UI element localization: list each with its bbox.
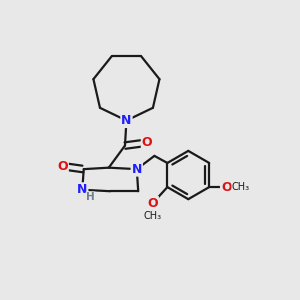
Text: CH₃: CH₃ [144, 211, 162, 221]
Text: methyl: methyl [150, 215, 155, 216]
Text: H: H [86, 192, 95, 202]
Text: O: O [142, 136, 152, 149]
Text: N: N [121, 114, 132, 127]
Text: O: O [221, 181, 232, 194]
Text: CH₃: CH₃ [232, 182, 250, 192]
Text: O: O [147, 197, 158, 210]
Text: N: N [132, 163, 142, 176]
Text: N: N [77, 183, 88, 196]
Text: O: O [57, 160, 68, 173]
